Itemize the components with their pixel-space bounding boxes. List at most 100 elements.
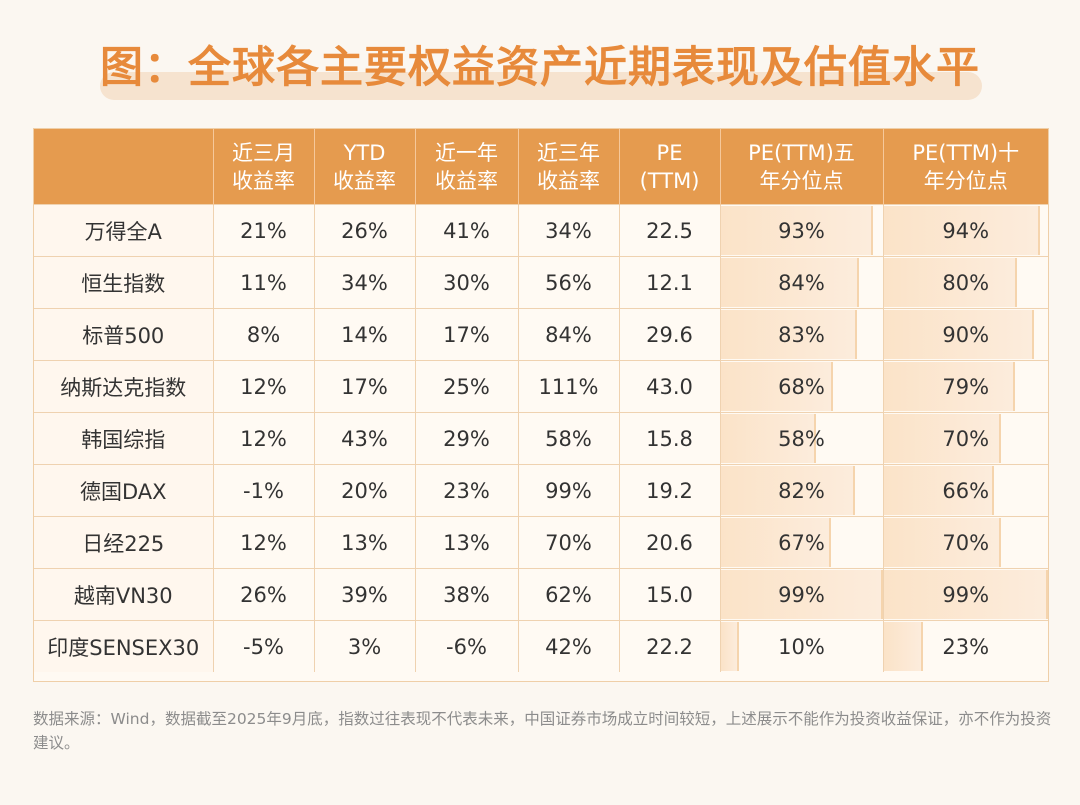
percentile-bar: [720, 518, 832, 567]
value-cell-pe: 15.8: [619, 412, 721, 465]
column-header-label: 收益率: [435, 168, 498, 193]
value-cell-ytd: 34%: [314, 256, 416, 309]
percentile-bar: [720, 258, 859, 307]
value-cell-ytd: 3%: [314, 620, 416, 672]
percentile-bar: [720, 466, 856, 515]
value-cell-r3m: 26%: [213, 568, 315, 621]
percentile-bar: [883, 258, 1018, 307]
value-cell-r3y: 62%: [518, 568, 620, 621]
value-cell-pe: 43.0: [619, 360, 721, 413]
value-cell-r3m: 8%: [213, 308, 315, 361]
value-cell-ytd: 13%: [314, 516, 416, 569]
percentile-cell-pe5: 10%: [720, 620, 884, 672]
column-header-label: 近三年: [537, 140, 600, 165]
table-row: 韩国综指 12% 43% 29% 58% 15.8 58% 70%: [34, 412, 1048, 465]
percentile-cell-pe5: 83%: [720, 308, 884, 361]
column-header-label: PE: [656, 140, 683, 165]
value-cell-r1y: 25%: [415, 360, 519, 413]
column-header-r1y: 近一年 收益率: [415, 129, 519, 205]
percentile-cell-pe5: 84%: [720, 256, 884, 309]
percentile-value: 79%: [942, 374, 990, 399]
value-cell-pe: 29.6: [619, 308, 721, 361]
value-cell-ytd: 14%: [314, 308, 416, 361]
value-cell-r3y: 42%: [518, 620, 620, 672]
value-cell-pe: 22.2: [619, 620, 721, 672]
percentile-value: 70%: [942, 426, 990, 451]
percentile-value: 70%: [942, 530, 990, 555]
percentile-value: 84%: [778, 270, 825, 295]
value-cell-r1y: 13%: [415, 516, 519, 569]
percentile-bar: [883, 362, 1016, 411]
column-header-label: PE(TTM)五: [748, 140, 855, 165]
percentile-bar: [720, 622, 739, 671]
title-highlight: [100, 72, 982, 100]
row-label: 德国DAX: [34, 464, 214, 517]
table-header-row: 近三月 收益率 YTD 收益率 近一年 收益率 近三年 收益率 PE (TTM) PE(TTM)五年…: [34, 129, 1048, 205]
table-row: 万得全A 21% 26% 41% 34% 22.5 93% 94%: [34, 204, 1048, 257]
value-cell-ytd: 20%: [314, 464, 416, 517]
value-cell-r1y: 38%: [415, 568, 519, 621]
column-header-label: 年分位点: [923, 168, 1008, 193]
percentile-value: 83%: [778, 322, 825, 347]
row-label: 日经225: [34, 516, 214, 569]
percentile-value: 90%: [942, 322, 990, 347]
percentile-value: 82%: [778, 478, 825, 503]
column-header-label: 收益率: [232, 168, 295, 193]
percentile-cell-pe10: 70%: [883, 412, 1048, 465]
table-body: 万得全A 21% 26% 41% 34% 22.5 93% 94% 恒生指数 11% 34% 30% 5…: [34, 204, 1049, 672]
value-cell-ytd: 43%: [314, 412, 416, 465]
row-label: 印度SENSEX30: [34, 620, 214, 672]
percentile-cell-pe5: 58%: [720, 412, 884, 465]
value-cell-pe: 22.5: [619, 204, 721, 257]
percentile-cell-pe10: 23%: [883, 620, 1048, 672]
percentile-cell-pe5: 67%: [720, 516, 884, 569]
percentile-cell-pe5: 99%: [720, 568, 884, 621]
row-label: 韩国综指: [34, 412, 214, 465]
table-row: 日经225 12% 13% 13% 70% 20.6 67% 70%: [34, 516, 1048, 569]
percentile-value: 94%: [942, 218, 990, 243]
row-label: 越南VN30: [34, 568, 214, 621]
value-cell-r3m: 12%: [213, 360, 315, 413]
percentile-bar: [883, 414, 1001, 463]
percentile-bar: [720, 362, 833, 411]
value-cell-r3m: 12%: [213, 516, 315, 569]
value-cell-pe: 19.2: [619, 464, 721, 517]
column-header-r3y: 近三年 收益率: [518, 129, 620, 205]
table-row: 标普500 8% 14% 17% 84% 29.6 83% 90%: [34, 308, 1048, 361]
percentile-value: 93%: [778, 218, 825, 243]
percentile-bar: [720, 414, 817, 463]
row-label: 恒生指数: [34, 256, 214, 309]
value-cell-ytd: 39%: [314, 568, 416, 621]
value-cell-r1y: -6%: [415, 620, 519, 672]
column-header-pe: PE (TTM): [619, 129, 721, 205]
percentile-cell-pe10: 94%: [883, 204, 1048, 257]
value-cell-r3y: 84%: [518, 308, 620, 361]
column-header-pe5: PE(TTM)五 年分位点: [720, 129, 884, 205]
percentile-bar: [883, 622, 924, 671]
title-banner: 图：全球各主要权益资产近期表现及估值水平: [0, 28, 1080, 108]
column-header-label: (TTM): [639, 168, 700, 193]
value-cell-r1y: 41%: [415, 204, 519, 257]
percentile-value: 68%: [778, 374, 825, 399]
percentile-cell-pe10: 70%: [883, 516, 1048, 569]
percentile-cell-pe10: 99%: [883, 568, 1049, 621]
table-row: 印度SENSEX30 -5% 3% -6% 42% 22.2 10% 23%: [34, 620, 1048, 672]
percentile-cell-pe5: 68%: [720, 360, 884, 413]
percentile-value: 99%: [778, 582, 825, 607]
percentile-bar: [883, 518, 1001, 567]
data-table: 近三月 收益率 YTD 收益率 近一年 收益率 近三年 收益率 PE (TTM) PE(TTM)五年…: [34, 129, 1049, 672]
footnote: 数据来源：Wind，数据截至2025年9月底，指数过往表现不代表未来，中国证券市…: [33, 710, 1052, 752]
value-cell-r3m: -1%: [213, 464, 315, 517]
percentile-cell-pe10: 80%: [883, 256, 1048, 309]
percentile-bar: [720, 310, 857, 359]
value-cell-r3y: 111%: [518, 360, 620, 413]
value-cell-r3m: 11%: [213, 256, 315, 309]
table-row: 越南VN30 26% 39% 38% 62% 15.0 99% 99%: [34, 568, 1049, 621]
column-header-r3m: 近三月 收益率: [213, 129, 315, 205]
percentile-bar: [883, 310, 1034, 359]
percentile-bar: [883, 206, 1041, 255]
table-row: 德国DAX -1% 20% 23% 99% 19.2 82% 66%: [34, 464, 1048, 517]
percentile-bar: [883, 570, 1049, 619]
percentile-value: 58%: [778, 426, 825, 451]
column-header-label: 近三月: [232, 140, 295, 165]
